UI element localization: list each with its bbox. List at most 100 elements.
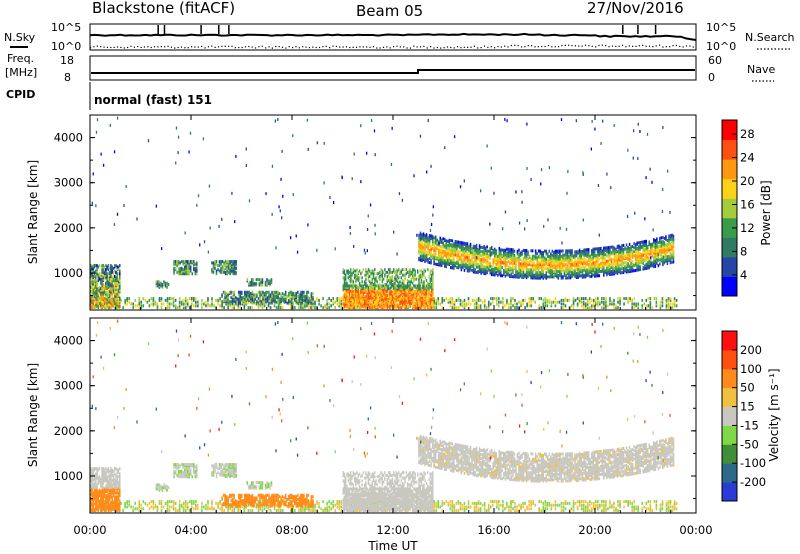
power-cell <box>551 261 554 265</box>
power-cell <box>613 249 616 253</box>
power-cell <box>521 273 523 277</box>
power-cell <box>380 300 382 304</box>
power-cell <box>528 272 531 276</box>
power-cell <box>168 297 171 301</box>
power-cell <box>205 304 207 308</box>
power-cell <box>539 249 541 253</box>
power-cell <box>405 304 408 308</box>
power-cell <box>173 262 175 266</box>
power-cell <box>110 297 112 301</box>
power-cell <box>519 258 522 262</box>
power-cell <box>259 297 261 301</box>
power-cell <box>456 256 458 260</box>
power-cell <box>117 288 120 292</box>
power-cell <box>186 264 189 268</box>
power-cell <box>367 291 370 295</box>
power-cell <box>554 249 557 253</box>
power-cell <box>436 262 438 266</box>
power-cell <box>376 280 378 284</box>
power-cell <box>592 268 594 272</box>
power-cell <box>226 260 228 264</box>
power-cell <box>436 238 438 242</box>
power-cell <box>624 265 626 269</box>
power-cell <box>103 289 106 293</box>
power-cell <box>393 292 395 296</box>
power-cell <box>376 297 378 301</box>
power-cell <box>267 304 270 308</box>
power-cell <box>367 296 370 300</box>
power-cell <box>314 302 316 306</box>
power-cell <box>231 306 233 310</box>
power-cell <box>605 304 607 308</box>
power-cell <box>391 277 394 281</box>
power-cell <box>570 304 573 308</box>
power-cell <box>527 253 529 257</box>
nsearch-point <box>147 46 149 48</box>
power-cell <box>166 306 169 310</box>
power-cell <box>466 263 469 267</box>
power-cell <box>380 268 382 272</box>
power-cell <box>96 300 98 304</box>
nsearch-point <box>537 46 539 48</box>
power-cell <box>90 289 92 293</box>
power-cell <box>419 254 422 258</box>
power-cell <box>366 299 368 303</box>
nsearch-point <box>180 46 183 48</box>
power-cell <box>545 252 548 256</box>
power-cell <box>430 306 433 310</box>
power-cell <box>374 304 376 308</box>
power-cell <box>580 274 582 278</box>
power-cell <box>481 260 484 264</box>
power-cell <box>447 249 449 253</box>
power-cell <box>420 276 423 280</box>
power-cell <box>93 279 96 283</box>
power-cell <box>385 303 387 307</box>
power-cell <box>564 304 567 308</box>
power-cell <box>400 276 402 280</box>
power-cell <box>386 303 389 307</box>
power-cell <box>531 273 534 277</box>
power-cell <box>519 251 522 255</box>
nsearch-point <box>258 46 260 48</box>
power-cell <box>361 295 363 299</box>
power-cell <box>540 306 543 310</box>
power-cell <box>528 268 531 272</box>
power-cell <box>275 294 278 298</box>
nsearch-point <box>477 47 479 49</box>
power-cell <box>609 245 611 249</box>
power-cell <box>297 298 299 302</box>
power-cell <box>395 277 397 281</box>
power-cell <box>465 259 467 263</box>
power-cell <box>257 297 260 301</box>
power-cell <box>547 259 549 263</box>
power-cell <box>97 291 100 295</box>
nsearch-point <box>265 47 267 49</box>
power-cell <box>351 284 353 288</box>
power-cell <box>174 304 177 308</box>
power-cell <box>166 298 169 302</box>
power-cell <box>457 298 460 302</box>
power-cell <box>542 298 545 302</box>
nsearch-point <box>500 46 502 48</box>
power-cell <box>578 300 581 304</box>
power-cell <box>384 268 386 272</box>
power-cell <box>113 292 116 296</box>
power-cell <box>445 261 448 265</box>
power-cell <box>306 290 308 294</box>
power-cell <box>90 302 92 306</box>
power-cell <box>586 250 588 254</box>
power-cell <box>342 284 344 288</box>
power-cell <box>533 268 535 272</box>
power-cell <box>396 280 399 284</box>
power-cell <box>506 302 508 306</box>
power-cell <box>367 268 370 272</box>
power-cell <box>357 279 360 283</box>
power-cell <box>484 246 487 250</box>
power-cell <box>600 256 602 260</box>
power-cell <box>537 254 540 258</box>
power-cell <box>233 260 236 264</box>
power-cell <box>386 306 389 310</box>
power-cell <box>418 256 420 260</box>
power-cell <box>528 297 530 301</box>
power-cell <box>304 294 307 298</box>
